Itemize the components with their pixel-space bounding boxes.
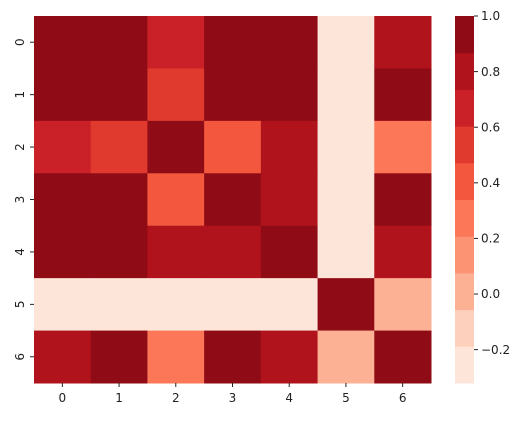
heatmap-cell-r5-c2 xyxy=(147,278,205,332)
heatmap-cell-r5-c4 xyxy=(260,278,319,332)
heatmap-cell-r3-c2 xyxy=(147,173,205,227)
colorbar-tick-label-4: 0.6 xyxy=(481,120,500,134)
heatmap-cell-r4-c4 xyxy=(260,225,319,279)
heatmap-cell-r4-c1 xyxy=(90,225,148,279)
heatmap-cell-r5-c5 xyxy=(317,278,375,332)
y-tick-label-3: 3 xyxy=(13,196,27,204)
heatmap-cell-r4-c3 xyxy=(204,225,262,279)
heatmap-cell-r2-c2 xyxy=(147,120,205,174)
colorbar-bin-6 xyxy=(455,126,474,164)
x-tick-label-1: 1 xyxy=(115,391,123,405)
y-tick-label-6: 6 xyxy=(13,353,27,361)
colorbar-bin-8 xyxy=(455,52,474,90)
heatmap-cell-r0-c4 xyxy=(260,16,319,69)
heatmap-cell-r3-c0 xyxy=(34,173,92,227)
y-tick-label-0: 0 xyxy=(13,38,27,46)
heatmap-cell-r6-c6 xyxy=(374,330,432,384)
heatmap-cell-r0-c2 xyxy=(147,16,205,69)
heatmap-cell-r3-c3 xyxy=(204,173,262,227)
colorbar-tick-label-2: 0.2 xyxy=(481,232,500,246)
colorbar-bin-1 xyxy=(455,309,474,347)
heatmap-cell-r5-c1 xyxy=(90,278,148,332)
colorbar-bin-9 xyxy=(455,16,474,54)
x-tick-label-4: 4 xyxy=(285,391,293,405)
heatmap-cell-r3-c1 xyxy=(90,173,148,227)
heatmap-cell-r1-c2 xyxy=(147,68,205,122)
heatmap-cell-r1-c0 xyxy=(34,68,92,122)
x-axis: 0 1 2 3 4 5 6 xyxy=(59,383,407,405)
y-tick-label-5: 5 xyxy=(13,301,27,309)
heatmap-cell-r6-c4 xyxy=(260,330,319,384)
heatmap-cell-r2-c1 xyxy=(90,120,148,174)
heatmap-cell-r1-c6 xyxy=(374,68,432,122)
x-tick-label-6: 6 xyxy=(399,391,407,405)
colorbar-tick-label-6: 1.0 xyxy=(481,9,500,23)
heatmap-cell-r4-c5 xyxy=(317,225,375,279)
heatmap-cell-r0-c3 xyxy=(204,16,262,69)
y-tick-label-1: 1 xyxy=(13,91,27,99)
colorbar-bin-0 xyxy=(455,346,474,384)
heatmap-cell-r3-c6 xyxy=(374,173,432,227)
heatmap-cell-r5-c3 xyxy=(204,278,262,332)
heatmap-cell-r6-c0 xyxy=(34,330,92,384)
heatmap-cell-r2-c6 xyxy=(374,120,432,174)
heatmap-cell-r2-c4 xyxy=(260,120,319,174)
heatmap-cell-r6-c1 xyxy=(90,330,148,384)
y-tick-label-2: 2 xyxy=(13,143,27,151)
colorbar-bin-5 xyxy=(455,162,474,200)
heatmap-cell-r6-c2 xyxy=(147,330,205,384)
heatmap-cell-r0-c0 xyxy=(34,16,92,69)
colorbar-bin-7 xyxy=(455,89,474,127)
x-tick-label-2: 2 xyxy=(172,391,180,405)
heatmap-cell-r6-c3 xyxy=(204,330,262,384)
heatmap-cell-r1-c4 xyxy=(260,68,319,122)
heatmap-cell-r6-c5 xyxy=(317,330,375,384)
heatmap-cell-r1-c1 xyxy=(90,68,148,122)
colorbar-tick-label-0: −0.2 xyxy=(481,343,510,357)
heatmap-cell-r1-c5 xyxy=(317,68,375,122)
heatmap-cell-r3-c4 xyxy=(260,173,319,227)
colorbar-tick-label-1: 0.0 xyxy=(481,287,500,301)
heatmap-cell-r3-c5 xyxy=(317,173,375,227)
colorbar-bin-4 xyxy=(455,199,474,237)
heatmap-cell-r4-c6 xyxy=(374,225,432,279)
colorbar: −0.2 0.0 0.2 0.4 0.6 0.8 1.0 xyxy=(455,9,510,384)
y-tick-label-4: 4 xyxy=(13,248,27,256)
colorbar-tick-label-5: 0.8 xyxy=(481,65,500,79)
y-axis: 0 1 2 3 4 5 6 xyxy=(13,38,34,361)
heatmap-cell-r2-c3 xyxy=(204,120,262,174)
heatmap-cells xyxy=(34,16,432,384)
heatmap-cell-r4-c2 xyxy=(147,225,205,279)
heatmap-cell-r2-c0 xyxy=(34,120,92,174)
heatmap-cell-r4-c0 xyxy=(34,225,92,279)
colorbar-bin-3 xyxy=(455,236,474,274)
heatmap-cell-r0-c5 xyxy=(317,16,375,69)
heatmap-cell-r2-c5 xyxy=(317,120,375,174)
heatmap-cell-r0-c1 xyxy=(90,16,148,69)
heatmap-cell-r5-c6 xyxy=(374,278,432,332)
x-tick-label-3: 3 xyxy=(229,391,237,405)
x-tick-label-5: 5 xyxy=(342,391,350,405)
heatmap-cell-r5-c0 xyxy=(34,278,92,332)
colorbar-tick-label-3: 0.4 xyxy=(481,176,500,190)
x-tick-label-0: 0 xyxy=(59,391,67,405)
colorbar-bin-2 xyxy=(455,272,474,311)
heatmap-cell-r1-c3 xyxy=(204,68,262,122)
heatmap-cell-r0-c6 xyxy=(374,16,432,69)
